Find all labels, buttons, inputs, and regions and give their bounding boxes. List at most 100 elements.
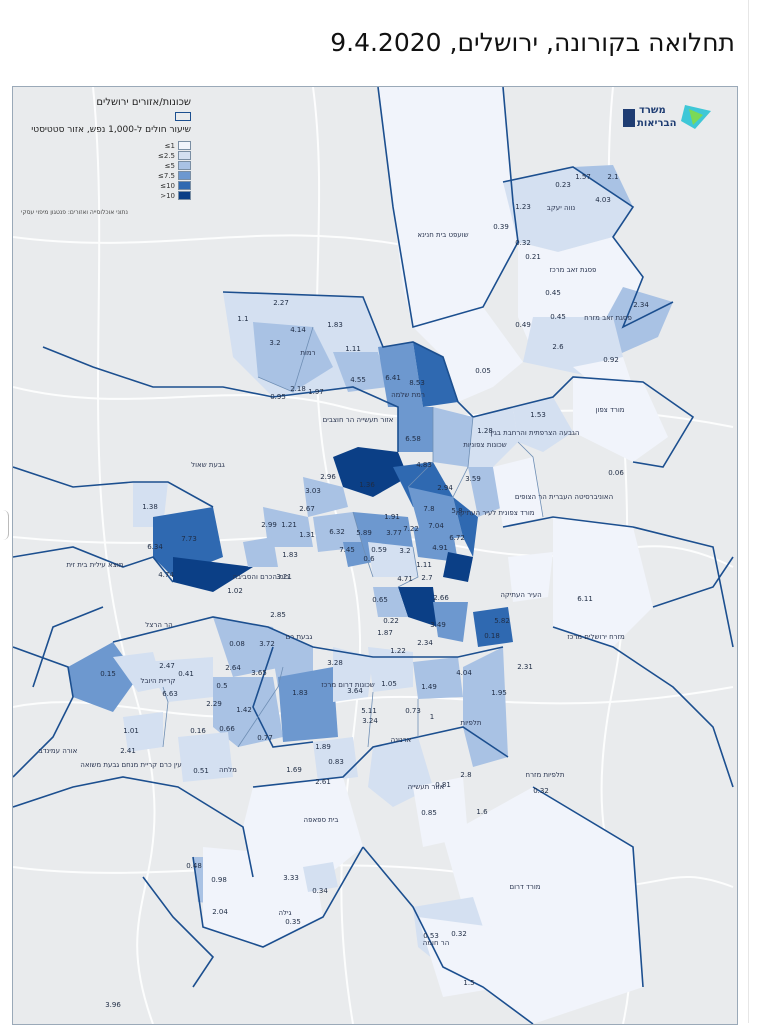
region-name-label: מורד צפון: [596, 406, 625, 414]
value-label: 0.23: [555, 181, 571, 189]
logo-line1: משרד: [639, 105, 666, 116]
value-label: 3.72: [259, 640, 275, 648]
region-polygon: [398, 407, 433, 452]
value-label: 2.18: [290, 385, 306, 393]
value-label: 0.32: [451, 930, 467, 938]
value-label: 2.31: [517, 663, 533, 671]
value-label: 0.16: [190, 727, 206, 735]
value-label: 0.22: [383, 617, 399, 625]
value-label: 7.22: [403, 525, 419, 533]
region-name-label: נווה יעקב: [547, 204, 576, 212]
value-label: 1.53: [530, 411, 546, 419]
value-label: 1.83: [282, 551, 298, 559]
value-label: 1.97: [308, 388, 324, 396]
value-label: 1.83: [292, 689, 308, 697]
value-label: 0.92: [603, 356, 619, 364]
value-label: 8.53: [409, 379, 425, 387]
value-label: 2.41: [120, 747, 136, 755]
value-label: 3.59: [465, 475, 481, 483]
value-label: 1.57: [575, 173, 591, 181]
region-name-label: אזור תעשייה: [408, 783, 445, 791]
value-label: 5.11: [361, 707, 377, 715]
value-label: 1.87: [377, 629, 393, 637]
value-label: 1.21: [281, 521, 297, 529]
legend-item-label: ≤2.5: [158, 151, 175, 160]
value-labels: 0.23 1.57 2.1 1.23 4.03 0.39 0.32 0.21 0.45 0.49 0…: [39, 173, 650, 1009]
value-label: 2.1: [607, 173, 618, 181]
value-label: 1.91: [384, 513, 400, 521]
page-title: תחלואה בקורונה, ירושלים, 9.4.2020: [330, 28, 735, 57]
region-name-label: האוניברסיטה העברית הר הצופים: [515, 493, 613, 501]
value-label: 7.45: [339, 546, 355, 554]
value-label: 0.98: [211, 876, 227, 884]
region-polygon: [468, 467, 503, 517]
legend-title: שכונות/אזורים ירושלים: [96, 97, 191, 108]
region-polygon: [303, 862, 338, 892]
legend-item: ≤1: [165, 141, 191, 150]
value-label: 3.28: [327, 659, 343, 667]
legend-item: ≤10: [160, 181, 191, 190]
value-label: 7.04: [428, 522, 444, 530]
value-label: 0.51: [193, 767, 209, 775]
value-label: 4.04: [456, 669, 472, 677]
legend-item: >10: [160, 191, 191, 200]
page-edge-line: [748, 0, 749, 1023]
legend-swatch: [178, 161, 191, 170]
value-label: 3.2: [269, 339, 280, 347]
scroll-handle[interactable]: [0, 510, 9, 540]
value-label: 3.21: [276, 573, 292, 581]
region-name-label: רמת שלמה: [391, 391, 425, 399]
region-polygon: [368, 647, 413, 692]
value-label: 2.96: [320, 473, 336, 481]
value-label: 0.21: [525, 253, 541, 261]
value-label: 3.77: [386, 529, 402, 537]
value-label: 2.64: [225, 664, 241, 672]
value-label: 0.18: [484, 632, 500, 640]
value-label: 2.67: [299, 505, 315, 513]
value-label: 0.66: [219, 725, 235, 733]
region-polygon: [203, 847, 323, 947]
value-label: 1.11: [345, 345, 361, 353]
region-name-label: אזור תעשייה הר חוצבים: [323, 416, 394, 424]
region-polygon: [213, 617, 283, 677]
legend-swatch: [178, 181, 191, 190]
region-polygon: [143, 657, 213, 702]
value-label: 0.83: [328, 758, 344, 766]
value-label: 2.29: [206, 700, 222, 708]
value-label: 3.24: [362, 717, 378, 725]
value-label: 0.41: [178, 670, 194, 678]
value-label: 6.72: [449, 534, 465, 542]
legend-item-label: ≤5: [164, 161, 175, 170]
value-label: 3.03: [305, 487, 321, 495]
map-legend: שכונות/אזורים ירושלים שיעור חולים ל-1,00…: [21, 97, 191, 217]
value-label: 1.42: [236, 706, 252, 714]
region-name-label: תלפיות: [460, 719, 481, 727]
value-label: 1.05: [381, 680, 397, 688]
region-polygon: [378, 342, 423, 407]
value-label: 0.32: [533, 787, 549, 795]
region-polygon: [413, 307, 523, 402]
region-polygon: [303, 477, 348, 517]
value-label: 1.02: [227, 587, 243, 595]
legend-swatch: [178, 151, 191, 160]
legend-border-swatch: [175, 112, 191, 121]
logo-line2: הבריאות: [637, 118, 677, 129]
value-label: 2.04: [212, 908, 228, 916]
region-polygon: [133, 482, 168, 527]
value-label: 1.31: [299, 531, 315, 539]
region-polygon: [553, 517, 653, 647]
legend-item: ≤7.5: [158, 171, 191, 180]
region-polygon: [468, 407, 518, 467]
value-label: 0.35: [285, 918, 301, 926]
legend-subtitle: שיעור חולים ל-1,000 נפש, אזור סטטיסטי: [31, 125, 191, 135]
region-name-label: הגבעה הצרפתית והרחבת בגין: [490, 429, 579, 437]
region-polygon: [413, 527, 458, 562]
legend-item-label: ≤7.5: [158, 171, 175, 180]
value-label: 1.49: [421, 683, 437, 691]
region-polygon: [243, 537, 278, 567]
value-label: 0.05: [475, 367, 491, 375]
value-label: 0.85: [421, 809, 437, 817]
legend-swatch: [178, 141, 191, 150]
region-polygon: [253, 322, 333, 392]
value-label: 2.47: [159, 662, 175, 670]
